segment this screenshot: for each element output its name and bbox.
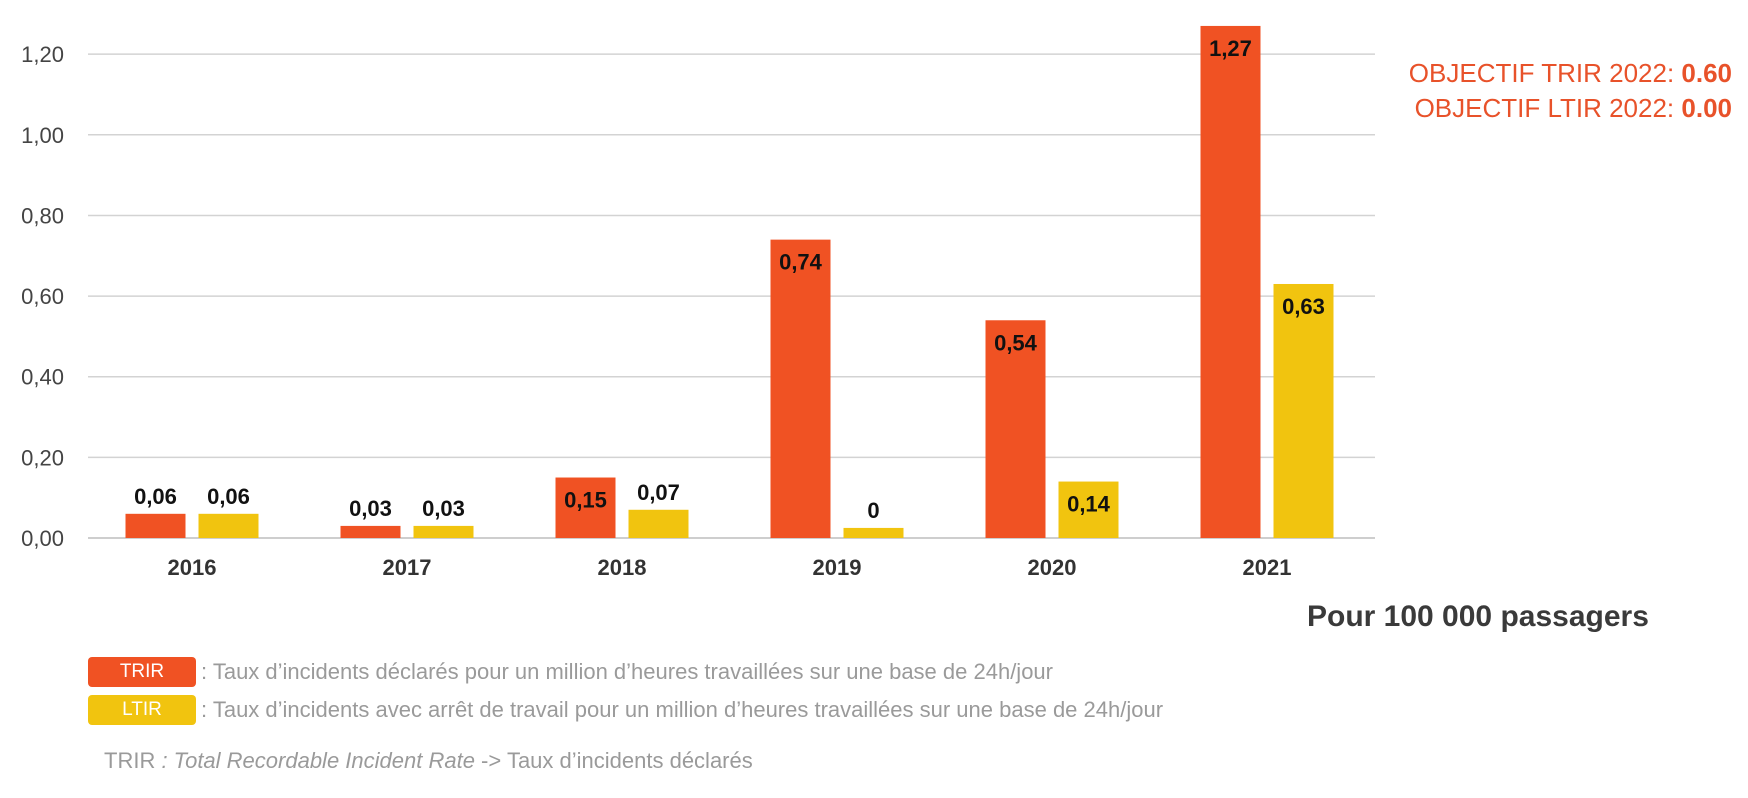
bar-label-ltir-2020: 0,14 [1067, 492, 1111, 517]
bar-value-labels: 0,06 0,06 0,03 0,03 0,15 0,07 0,74 0 0,54 0,14 1,2… [134, 36, 1325, 523]
legend-text-ltir: : Taux d’incidents avec arrêt de travail… [201, 697, 1164, 722]
bar-label-trir-2021: 1,27 [1209, 36, 1252, 61]
bar-label-trir-2019: 0,74 [779, 250, 823, 275]
bar-label-ltir-2019: 0 [867, 498, 879, 523]
footnote: TRIR : Total Recordable Incident Rate ->… [104, 748, 753, 774]
y-tick-label-0: 0,00 [21, 526, 64, 551]
legend-badge-ltir: LTIR [88, 695, 196, 725]
y-tick-label-5: 1,00 [21, 123, 64, 148]
legend-item-ltir: LTIR : Taux d’incidents avec arrêt de tr… [88, 694, 1163, 726]
bar-label-trir-2018: 0,15 [564, 488, 607, 513]
x-tick-label-2017: 2017 [383, 555, 432, 580]
bar-ltir-2020 [1058, 481, 1119, 538]
footnote-abbr: TRIR [104, 748, 156, 773]
bar-ltir-2017 [413, 525, 474, 538]
y-tick-label-2: 0,40 [21, 365, 64, 390]
bar-ltir-2019 [843, 527, 904, 538]
x-axis-tick-labels: 2016 2017 2018 2019 2020 2021 [168, 555, 1292, 580]
legend-item-trir: TRIR : Taux d’incidents déclarés pour un… [88, 656, 1053, 688]
bar-chart: 0,000,200,400,600,801,001,20 0,06 0,06 0,0… [21, 25, 1375, 580]
objective-ltir-label: OBJECTIF LTIR 2022: [1414, 93, 1682, 123]
objective-ltir: OBJECTIF LTIR 2022: 0.00 [1409, 91, 1732, 126]
y-tick-label-4: 0,80 [21, 203, 64, 228]
bar-label-ltir-2018: 0,07 [637, 480, 680, 505]
x-tick-label-2021: 2021 [1243, 555, 1292, 580]
bar-ltir-2021 [1273, 283, 1334, 538]
objective-ltir-value: 0.00 [1681, 93, 1732, 123]
bar-label-ltir-2017: 0,03 [422, 496, 465, 521]
bar-ltir-2016 [198, 513, 259, 538]
gridlines [88, 53, 1375, 539]
bar-label-trir-2017: 0,03 [349, 496, 392, 521]
x-tick-label-2016: 2016 [168, 555, 217, 580]
bar-trir-2020 [985, 320, 1046, 538]
objective-trir-label: OBJECTIF TRIR 2022: [1408, 58, 1682, 88]
y-axis-tick-labels: 0,00 0,20 0,40 0,60 0,80 1,00 1,20 [21, 42, 64, 551]
footnote-italic: : Total Recordable Incident Rate [155, 748, 475, 773]
objective-trir-value: 0.60 [1681, 58, 1732, 88]
bar-ltir-2018 [628, 509, 689, 538]
bar-trir-2018 [555, 477, 616, 538]
bar-label-trir-2020: 0,54 [994, 330, 1038, 355]
x-tick-label-2020: 2020 [1028, 555, 1077, 580]
bars [125, 25, 1334, 539]
bar-trir-2017 [340, 525, 401, 538]
bar-trir-2016 [125, 513, 186, 538]
bar-trir-2021 [1200, 25, 1261, 539]
x-tick-label-2018: 2018 [598, 555, 647, 580]
y-tick-label-3: 0,60 [21, 284, 64, 309]
legend-badge-trir: TRIR [88, 657, 196, 687]
x-tick-label-2019: 2019 [813, 555, 862, 580]
objective-trir: OBJECTIF TRIR 2022: 0.60 [1409, 56, 1732, 91]
legend-text-trir: : Taux d’incidents déclarés pour un mill… [201, 659, 1053, 684]
bar-label-ltir-2016: 0,06 [207, 484, 250, 509]
y-tick-label-6: 1,20 [21, 42, 64, 67]
chart-subtitle: Pour 100 000 passagers [1307, 600, 1649, 633]
y-tick-label-1: 0,20 [21, 445, 64, 470]
bar-trir-2019 [770, 239, 831, 538]
bar-label-trir-2016: 0,06 [134, 484, 177, 509]
objectives: OBJECTIF TRIR 2022: 0.60 OBJECTIF LTIR 2… [1409, 56, 1732, 126]
bar-label-ltir-2021: 0,63 [1282, 294, 1325, 319]
footnote-rest: -> Taux d’incidents déclarés [474, 748, 753, 773]
